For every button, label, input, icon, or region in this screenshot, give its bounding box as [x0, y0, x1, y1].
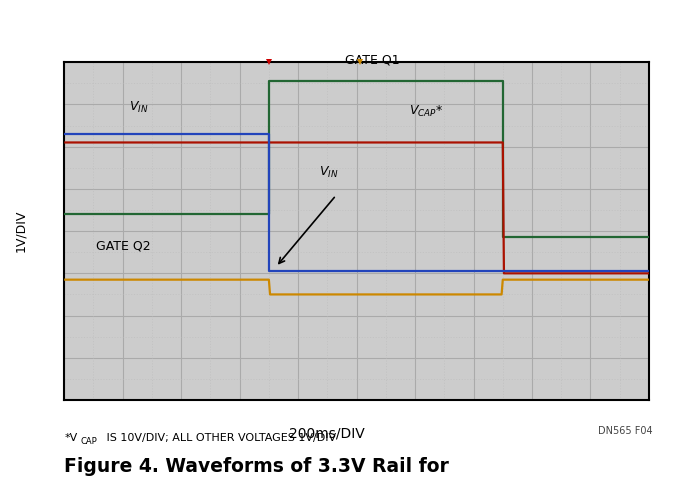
Text: $V_{CAP}$*: $V_{CAP}$*	[409, 104, 443, 119]
Text: CAP: CAP	[80, 437, 97, 446]
Text: $V_{IN}$: $V_{IN}$	[128, 100, 148, 115]
Text: GATE Q1: GATE Q1	[345, 54, 400, 67]
Text: 200ms/DIV: 200ms/DIV	[289, 426, 365, 440]
Text: Figure 4. Waveforms of 3.3V Rail for: Figure 4. Waveforms of 3.3V Rail for	[64, 457, 449, 477]
Text: IS 10V/DIV; ALL OTHER VOLTAGES 1V/DIV: IS 10V/DIV; ALL OTHER VOLTAGES 1V/DIV	[103, 433, 337, 444]
Text: *V: *V	[64, 433, 78, 444]
Text: GATE Q2: GATE Q2	[97, 239, 151, 252]
Text: $V_{IN}$: $V_{IN}$	[318, 165, 338, 181]
Text: 1V/DIV: 1V/DIV	[14, 210, 27, 252]
Text: DN565 F04: DN565 F04	[598, 426, 652, 436]
